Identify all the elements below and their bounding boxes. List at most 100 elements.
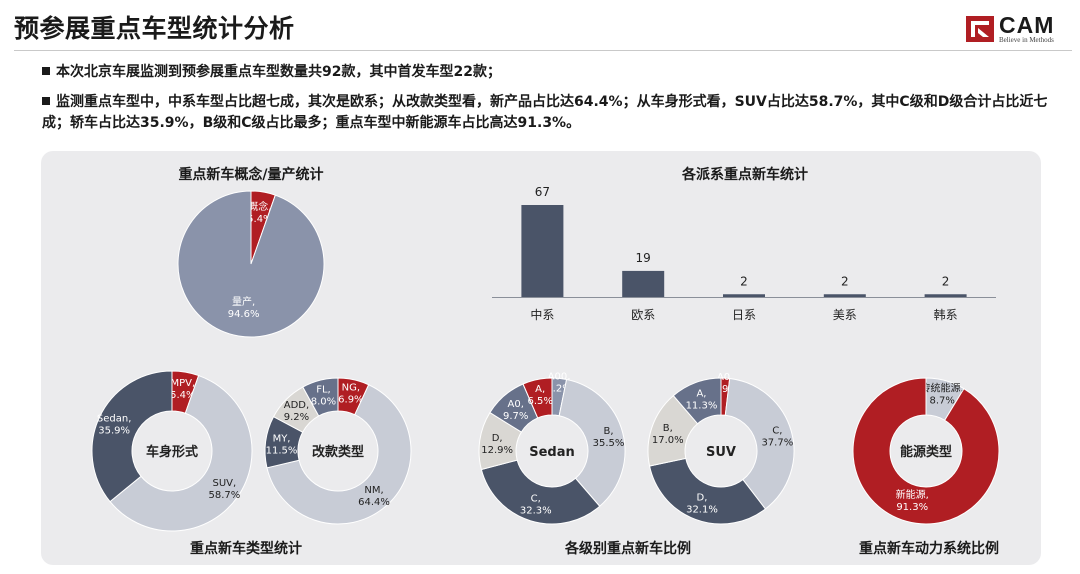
sedan-level-slice-value: 3.2%	[546, 383, 571, 394]
suv-level-slice-label: B,	[663, 423, 673, 434]
sedan-level-slice-label: B,	[603, 426, 613, 437]
faction-category-label: 美系	[833, 308, 857, 322]
change-type-slice-label: MY,	[273, 434, 291, 445]
type-chart-title: 重点新车类型统计	[190, 541, 302, 557]
suv-level-slice	[724, 377, 795, 510]
logo-tagline: Believe in Methods	[999, 36, 1054, 44]
power-type-slice-label: 新能源,	[896, 488, 929, 501]
sedan-level-slice-label: D,	[492, 433, 503, 444]
cam-logo: CAM Believe in Methods	[966, 12, 1070, 46]
power-type-slice-value: 91.3%	[896, 502, 928, 513]
summary-bullet: 监测重点车型中，中系车型占比超七成，其次是欧系；从改款类型看，新产品占比达64.…	[42, 92, 1052, 134]
faction-category-label: 中系	[530, 307, 554, 322]
concept-slice-label: 概念,	[248, 200, 271, 213]
concept-slice	[177, 190, 325, 338]
suv-level-slice-label: D,	[697, 492, 708, 503]
faction-chart-title: 各派系重点新车统计	[682, 167, 808, 183]
concept-slice-value: 94.6%	[228, 309, 260, 320]
summary-bullet: 本次北京车展监测到预参展重点车型数量共92款，其中首发车型22款；	[42, 62, 1052, 83]
page-title: 预参展重点车型统计分析	[14, 14, 295, 43]
power-chart-title: 重点新车动力系统比例	[859, 541, 999, 557]
body-type-chart: MPV,5.4% SUV,58.7% Sedan,35.9% 车身形式	[91, 370, 253, 532]
suv-level-center-label: SUV	[706, 445, 736, 460]
faction-category-label: 欧系	[631, 308, 655, 322]
sedan-level-slice-label: C,	[531, 493, 541, 504]
body-type-center-label: 车身形式	[146, 444, 198, 460]
suv-level-slice-value: 17.0%	[652, 435, 684, 446]
faction-bar	[622, 270, 665, 297]
faction-bar-value: 2	[740, 274, 748, 288]
change-type-slice-value: 9.2%	[284, 412, 309, 423]
sedan-level-slice-value: 12.9%	[481, 445, 513, 456]
suv-level-slice-value: 11.3%	[686, 400, 718, 411]
sedan-level-slice-label: A0,	[508, 399, 524, 410]
change-type-slice-value: 8.0%	[311, 396, 336, 407]
faction-bar	[823, 294, 866, 297]
faction-bar-chart: 67 中系 19 欧系 2 日系 2 美系 2 韩系	[492, 185, 996, 322]
change-type-slice-value: 11.5%	[266, 446, 298, 457]
sedan-level-slice-value: 6.5%	[527, 396, 552, 407]
body-type-slice-label: MPV,	[170, 378, 195, 389]
change-type-slice	[302, 377, 339, 417]
title-divider	[14, 50, 1072, 51]
body-type-slice-value: 35.9%	[98, 426, 130, 437]
change-type-slice-label: NG,	[342, 383, 360, 394]
change-type-slice-label: FL,	[316, 384, 331, 395]
suv-level-chart: A0,1.9% C,37.7% D,32.1% B,17.0% A,11.3% SUV	[647, 372, 795, 525]
faction-bar	[723, 294, 765, 297]
bullet-square-icon	[42, 97, 50, 105]
logo-mark-icon	[966, 16, 994, 42]
faction-bar	[521, 205, 564, 297]
power-type-chart: 传统能源,8.7% 新能源,91.3% 能源类型	[852, 377, 1000, 525]
change-type-slice	[266, 384, 412, 525]
power-type-center-label: 能源类型	[900, 444, 952, 460]
change-type-chart: NG,6.9% NM,64.4% MY,11.5% ADD,9.2% FL,8.0% 改款…	[264, 377, 412, 525]
suv-level-slice-value: 32.1%	[686, 504, 718, 515]
logo-text: CAM	[999, 12, 1055, 38]
suv-level-slice-label: A0,	[717, 372, 733, 383]
power-type-slice-value: 8.7%	[929, 395, 954, 406]
sedan-level-slice-value: 9.7%	[503, 411, 528, 422]
level-chart-title: 各级别重点新车比例	[565, 541, 691, 557]
faction-bar-value: 67	[535, 185, 550, 199]
bullet-square-icon	[42, 67, 50, 75]
body-type-slice-value: 58.7%	[208, 490, 240, 501]
body-type-slice-label: Sedan,	[97, 414, 132, 425]
concept-slice-label: 量产,	[232, 295, 255, 308]
sedan-level-slice-value: 32.3%	[520, 505, 552, 516]
change-type-slice-value: 64.4%	[358, 497, 390, 508]
body-type-slice	[109, 374, 253, 532]
suv-level-slice	[672, 377, 722, 425]
body-type-slice-value: 5.4%	[170, 390, 195, 401]
sedan-level-slice	[480, 459, 601, 525]
change-type-slice-label: ADD,	[284, 400, 309, 411]
change-type-center-label: 改款类型	[312, 444, 364, 460]
power-type-slice-label: 传统能源,	[921, 381, 964, 394]
faction-bar-value: 2	[841, 274, 849, 288]
change-type-slice-label: NM,	[364, 485, 383, 496]
faction-bar-value: 19	[636, 251, 651, 265]
faction-category-label: 日系	[732, 308, 756, 322]
body-type-slice-label: SUV,	[213, 478, 237, 489]
sedan-level-slice-label: A,	[535, 384, 545, 395]
concept-slice-value: 5.4%	[247, 214, 272, 225]
body-type-slice	[91, 370, 173, 503]
concept-chart: 概念,5.4% 量产,94.6%	[177, 190, 325, 338]
summary-text: 监测重点车型中，中系车型占比超七成，其次是欧系；从改款类型看，新产品占比达64.…	[42, 94, 1048, 131]
concept-chart-title: 重点新车概念/量产统计	[178, 167, 324, 183]
suv-level-slice	[648, 457, 767, 525]
suv-level-slice-value: 37.7%	[761, 438, 793, 449]
power-type-slice	[852, 377, 1000, 525]
faction-bar	[924, 294, 967, 297]
sedan-level-slice	[558, 378, 626, 507]
suv-level-slice-label: C,	[772, 426, 782, 437]
sedan-level-center-label: Sedan	[529, 445, 575, 460]
sedan-level-slice-value: 35.5%	[593, 438, 625, 449]
sedan-level-slice-label: A00,	[548, 371, 571, 382]
sedan-level-slice	[522, 377, 553, 419]
faction-bar-value: 2	[942, 274, 950, 288]
faction-category-label: 韩系	[934, 307, 958, 322]
suv-level-slice-value: 1.9%	[712, 384, 737, 395]
suv-level-slice-label: A,	[696, 388, 706, 399]
